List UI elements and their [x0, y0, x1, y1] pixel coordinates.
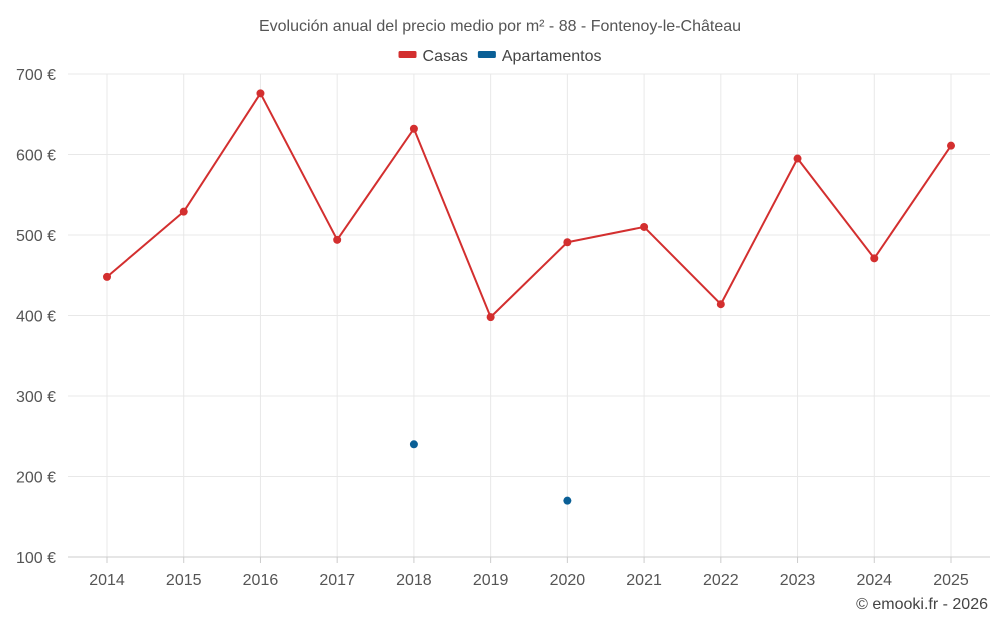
data-point [486, 313, 495, 322]
data-point [179, 207, 188, 216]
y-tick-label: 300 € [16, 389, 56, 406]
x-tick-label: 2022 [703, 572, 739, 589]
data-point [640, 222, 649, 231]
chart-title: Evolución anual del precio medio por m² … [259, 18, 741, 35]
y-tick-label: 200 € [16, 470, 56, 487]
data-point [409, 124, 418, 133]
data-point [793, 154, 802, 163]
series-line [106, 92, 952, 319]
grid [68, 73, 990, 557]
legend-swatch [398, 51, 417, 58]
data-point [256, 89, 265, 98]
x-tick-label: 2021 [626, 572, 662, 589]
x-tick-label: 2017 [319, 572, 355, 589]
x-tick-label: 2016 [243, 572, 279, 589]
series-casas [103, 89, 955, 322]
x-tick-label: 2020 [550, 572, 586, 589]
y-tick-label: 100 € [16, 550, 56, 567]
data-point [716, 300, 725, 309]
x-tick-label: 2018 [396, 572, 432, 589]
legend-item-apartamentos: Apartamentos [477, 48, 602, 65]
x-tick-label: 2024 [856, 572, 892, 589]
series [103, 89, 955, 505]
x-tick-label: 2023 [780, 572, 816, 589]
credit-text: © emooki.fr - 2026 [856, 596, 988, 613]
x-tick-label: 2019 [473, 572, 509, 589]
x-tick-label: 2025 [933, 572, 969, 589]
legend-label: Apartamentos [502, 48, 602, 65]
series-apartamentos [409, 440, 572, 505]
x-tick-label: 2015 [166, 572, 202, 589]
data-point [563, 496, 572, 505]
data-point [409, 440, 418, 449]
x-tick-label: 2014 [89, 572, 125, 589]
legend-item-casas: Casas [398, 48, 468, 65]
data-point [870, 254, 879, 263]
y-tick-label: 500 € [16, 228, 56, 245]
y-tick-label: 400 € [16, 309, 56, 326]
data-point [947, 141, 955, 150]
legend-label: Casas [423, 48, 468, 65]
y-tick-label: 700 € [16, 67, 56, 84]
legend-swatch [477, 51, 496, 58]
axes: 100 € 200 € 300 € 400 € 500 € 600 € 700 € 2014 2… [16, 67, 990, 589]
data-point [103, 272, 111, 281]
legend: Casas Apartamentos [398, 48, 602, 65]
data-point [333, 235, 342, 244]
y-tick-label: 600 € [16, 148, 56, 165]
data-point [563, 238, 572, 247]
